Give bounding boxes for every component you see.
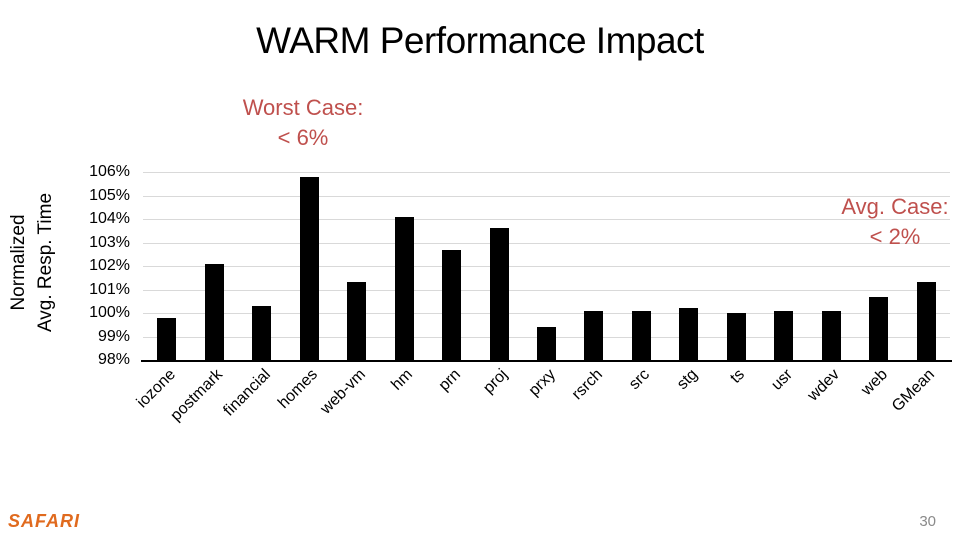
safari-logo: SAFARI [8, 511, 81, 531]
gridline [143, 219, 950, 220]
x-axis-line [141, 360, 952, 362]
avg-case-line1: Avg. Case: [841, 194, 949, 219]
worst-case-annotation: Worst Case: < 6% [203, 93, 403, 153]
bar [537, 327, 556, 360]
bar [489, 228, 509, 360]
worst-case-line1: Worst Case: [242, 95, 364, 120]
bar [157, 317, 177, 360]
y-axis-tick-label: 106% [89, 163, 130, 180]
y-axis-tick-label: 100% [89, 304, 130, 321]
bar [347, 282, 367, 360]
gridline [143, 266, 950, 267]
avg-case-annotation: Avg. Case: < 2% [830, 192, 960, 252]
bar [726, 313, 746, 360]
slide-title: WARM Performance Impact [256, 20, 704, 61]
bar [679, 308, 699, 360]
avg-case-line2: < 2% [869, 224, 921, 249]
y-axis-tick-label: 105% [89, 186, 130, 204]
gridline [143, 195, 950, 197]
bar [584, 310, 604, 360]
y-axis-tick-label: 99% [97, 327, 130, 345]
y-axis-tick-label: 104% [89, 210, 130, 227]
bar [252, 305, 272, 360]
bar [916, 282, 936, 360]
gridline [143, 313, 950, 314]
gridline [143, 289, 950, 291]
bar [821, 310, 841, 360]
worst-case-line2: < 6% [277, 125, 329, 150]
bar [442, 249, 462, 360]
gridline [143, 242, 950, 244]
y-axis-tick-label: 103% [89, 233, 130, 251]
bar [774, 310, 794, 360]
gridline [143, 172, 950, 173]
page-number: 30 [919, 513, 936, 530]
bar [394, 216, 414, 360]
y-axis-tick-label: 102% [89, 257, 130, 274]
bar [869, 296, 889, 360]
bar [204, 263, 224, 360]
y-axis-tick-label: 98% [97, 351, 130, 368]
y-axis-tick-label: 101% [89, 280, 130, 298]
bar [631, 310, 651, 360]
bar [299, 176, 319, 360]
